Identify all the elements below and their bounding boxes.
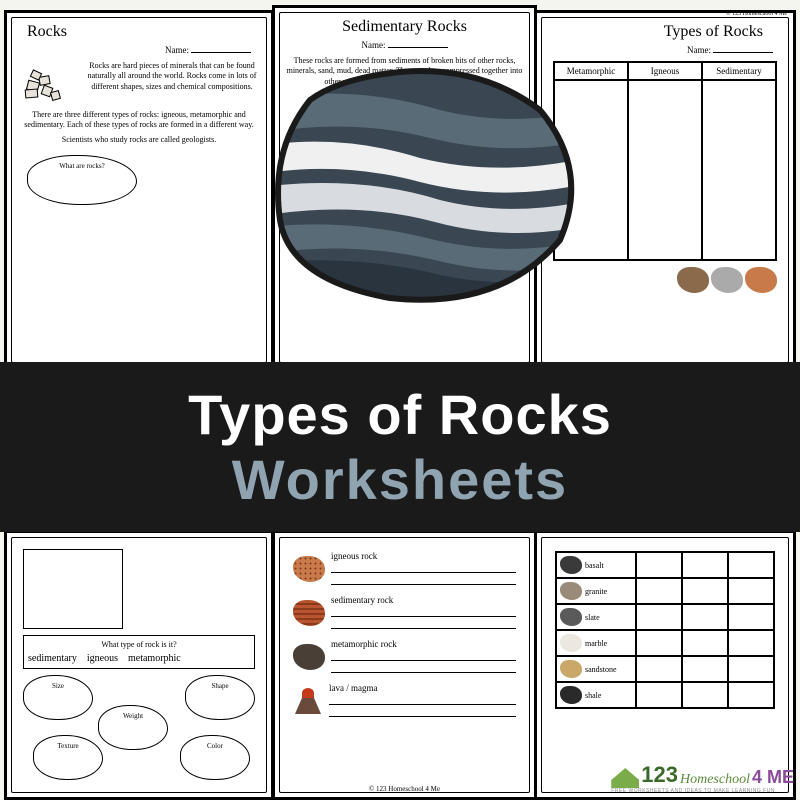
granite-icon <box>560 582 582 600</box>
vocab-label: lava / magma <box>329 683 516 693</box>
table-row: shale <box>556 682 636 708</box>
question-bubble: What are rocks? <box>27 155 137 205</box>
table-cell <box>702 80 776 260</box>
page-title: Rocks <box>27 23 261 41</box>
worksheet-rock-list: basalt granite slate marble sandstone sh… <box>534 530 796 800</box>
rock-sample-icon <box>677 267 709 293</box>
vocab-row: metamorphic rock <box>293 639 516 675</box>
vocab-row: igneous rock <box>293 551 516 587</box>
slate-icon <box>560 608 582 626</box>
option: sedimentary <box>28 653 77 664</box>
name-field: Name: <box>17 45 251 55</box>
col-header: Igneous <box>628 62 702 80</box>
credit: © 123 Homeschool 4 Me <box>726 11 787 17</box>
sandstone-icon <box>560 660 582 678</box>
vocab-row: lava / magma <box>293 683 516 719</box>
logo-homeschool: Homeschool <box>680 772 750 788</box>
option: metamorphic <box>128 653 181 664</box>
hero-rock-illustration <box>260 60 585 310</box>
table-row: slate <box>556 604 636 630</box>
attr-bubble: Shape <box>185 675 255 720</box>
page-title: Types of Rocks <box>547 23 763 41</box>
table-row: basalt <box>556 552 636 578</box>
page-title: Sedimentary Rocks <box>285 18 524 36</box>
igneous-rock-icon <box>293 556 325 582</box>
sample-row <box>553 267 777 293</box>
vocab-label: metamorphic rock <box>331 639 516 649</box>
vocab-label: igneous rock <box>331 551 516 561</box>
worksheet-vocab: igneous rock sedimentary rock metamorphi… <box>272 530 537 800</box>
logo-123: 123 <box>641 762 678 788</box>
attr-bubble: Color <box>180 735 250 780</box>
marble-icon <box>560 634 582 652</box>
rock-list-table: basalt granite slate marble sandstone sh… <box>555 551 775 709</box>
draw-box <box>23 549 123 629</box>
brand-logo: 123 Homeschool 4 ME FREE WORKSHEETS AND … <box>611 762 794 794</box>
attr-bubble: Size <box>23 675 93 720</box>
rock-pile-icon <box>17 61 77 106</box>
types-text: There are three different types of rocks… <box>17 110 261 131</box>
basalt-icon <box>560 556 582 574</box>
type-question-box: What type of rock is it? sedimentary ign… <box>23 635 255 669</box>
footer-credit: © 123 Homeschool 4 Me <box>275 785 534 793</box>
vocab-label: sedimentary rock <box>331 595 516 605</box>
worksheet-rocks: Rocks Name: Rocks are hard pieces of min… <box>4 10 274 370</box>
table-row: marble <box>556 630 636 656</box>
sedimentary-rock-icon <box>293 600 325 626</box>
rock-sample-icon <box>745 267 777 293</box>
scientists-text: Scientists who study rocks are called ge… <box>17 135 261 145</box>
vocab-row: sedimentary rock <box>293 595 516 631</box>
table-row: sandstone <box>556 656 636 682</box>
shale-icon <box>560 686 582 704</box>
name-field: Name: <box>285 40 524 50</box>
title-banner: Types of Rocks Worksheets <box>0 362 800 532</box>
option: igneous <box>87 653 118 664</box>
intro-text: Rocks are hard pieces of minerals that c… <box>83 61 261 106</box>
volcano-icon <box>293 688 323 714</box>
col-header: Sedimentary <box>702 62 776 80</box>
logo-4me: 4 ME <box>752 767 794 788</box>
banner-line1: Types of Rocks <box>188 382 612 447</box>
table-row: granite <box>556 578 636 604</box>
types-table: Metamorphic Igneous Sedimentary <box>553 61 777 261</box>
attr-bubble: Weight <box>98 705 168 750</box>
rock-sample-icon <box>711 267 743 293</box>
logo-tagline: FREE WORKSHEETS AND IDEAS TO MAKE LEARNI… <box>611 788 794 794</box>
metamorphic-rock-icon <box>293 644 325 670</box>
worksheet-observe: What type of rock is it? sedimentary ign… <box>4 530 274 800</box>
question-text: What type of rock is it? <box>28 640 250 649</box>
name-field: Name: <box>547 45 773 55</box>
banner-line2: Worksheets <box>232 447 568 512</box>
attr-bubble: Texture <box>33 735 103 780</box>
table-cell <box>628 80 702 260</box>
house-icon <box>611 768 639 788</box>
bubble-text: What are rocks? <box>59 162 104 170</box>
